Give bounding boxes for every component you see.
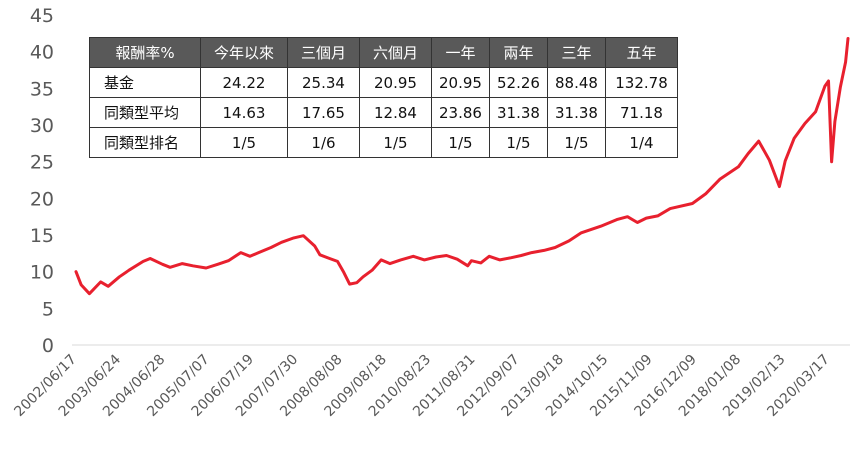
table-cell: 31.38 [547,97,606,128]
table-header-cell: 三個月 [287,37,360,68]
table-cell: 52.26 [489,67,548,98]
table-header-cell: 今年以來 [200,37,288,68]
table-header-cell: 六個月 [359,37,432,68]
y-tick-label: 15 [30,225,54,247]
y-tick-label: 35 [30,78,54,100]
table-header-cell: 五年 [605,37,678,68]
fund-price-line [74,37,850,296]
table-cell: 1/5 [489,127,548,158]
row-label: 同類型排名 [89,127,201,158]
y-tick-label: 5 [42,298,54,320]
y-axis: 0 5 10 15 20 25 30 35 40 45 [30,5,54,357]
y-tick-label: 30 [30,115,54,137]
y-tick-label: 45 [30,5,54,27]
table-cell: 24.22 [200,67,288,98]
table-header-cell: 報酬率% [89,37,201,68]
table-row: 基金 24.22 25.34 20.95 20.95 52.26 88.48 1… [89,67,678,98]
table-cell: 25.34 [287,67,360,98]
table-cell: 1/5 [359,127,432,158]
table-cell: 1/5 [547,127,606,158]
table-cell: 14.63 [200,97,288,128]
performance-table: 報酬率% 今年以來 三個月 六個月 一年 兩年 三年 五年 基金 24.22 2… [89,37,678,158]
table-row: 同類型排名 1/5 1/6 1/5 1/5 1/5 1/5 1/4 [89,127,678,158]
row-label: 基金 [89,67,201,98]
row-label: 同類型平均 [89,97,201,128]
y-tick-label: 0 [42,335,54,357]
table-cell: 31.38 [489,97,548,128]
table-cell: 20.95 [431,67,490,98]
table-header-row: 報酬率% 今年以來 三個月 六個月 一年 兩年 三年 五年 [89,37,678,68]
table-cell: 71.18 [605,97,678,128]
table-row: 同類型平均 14.63 17.65 12.84 23.86 31.38 31.3… [89,97,678,128]
table-cell: 20.95 [359,67,432,98]
y-tick-label: 10 [30,262,54,284]
table-cell: 88.48 [547,67,606,98]
table-header-cell: 三年 [547,37,606,68]
table-cell: 1/5 [431,127,490,158]
table-cell: 1/5 [200,127,288,158]
table-header-cell: 兩年 [489,37,548,68]
y-tick-label: 25 [30,152,54,174]
table-cell: 23.86 [431,97,490,128]
y-tick-label: 20 [30,188,54,210]
y-tick-label: 40 [30,42,54,64]
table-header-cell: 一年 [431,37,490,68]
table-cell: 1/6 [287,127,360,158]
table-cell: 12.84 [359,97,432,128]
table-cell: 1/4 [605,127,678,158]
x-axis: 2002/06/172003/06/242004/06/282005/07/07… [11,351,832,419]
table-cell: 132.78 [605,67,678,98]
table-cell: 17.65 [287,97,360,128]
